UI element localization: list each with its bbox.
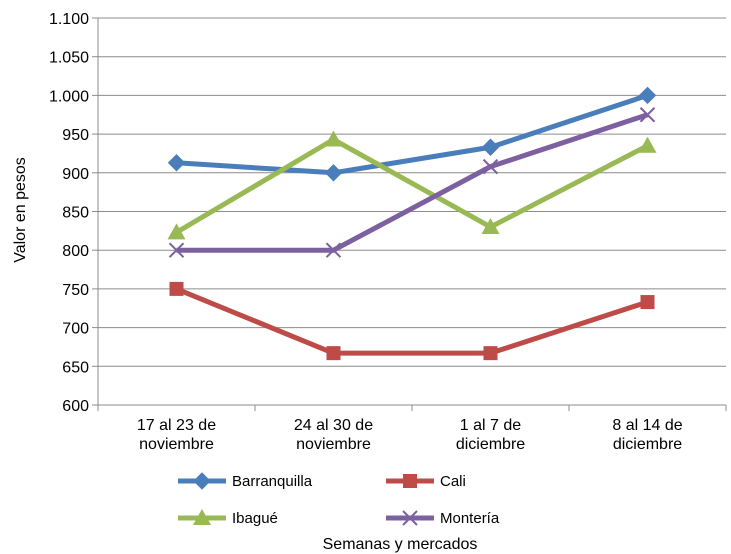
data-point — [638, 86, 657, 105]
data-point — [481, 217, 500, 234]
y-tick-label: 800 — [62, 243, 89, 260]
legend-label: Ibagué — [232, 510, 278, 527]
legend-marker — [402, 510, 418, 526]
y-tick-label: 950 — [62, 127, 89, 144]
series-line-montería — [176, 112, 649, 253]
legend-marker — [193, 509, 211, 525]
y-tick-label: 600 — [62, 398, 89, 415]
y-tick-label: 900 — [62, 166, 89, 183]
data-point — [167, 223, 186, 240]
data-point — [169, 281, 184, 296]
legend-label: Barranquilla — [232, 473, 313, 490]
legend: Barranquilla Cali Ibagué Montería — [178, 472, 500, 527]
data-point — [326, 346, 341, 361]
axes — [92, 17, 727, 411]
y-tick-label: 1.050 — [49, 50, 89, 67]
legend-marker — [193, 472, 211, 490]
series-line-cali — [175, 286, 649, 356]
legend-marker — [403, 474, 417, 488]
data-point — [324, 130, 343, 147]
x-tick-label: 17 al 23 de — [137, 417, 216, 434]
gridlines — [98, 17, 726, 406]
series-line-barranquilla — [176, 93, 649, 176]
data-point — [638, 136, 657, 153]
y-tick-label: 1.100 — [49, 11, 89, 28]
y-tick-label: 700 — [62, 321, 89, 338]
x-axis-title: Semanas y mercados — [323, 536, 478, 553]
data-point — [481, 138, 500, 156]
series-group — [167, 86, 657, 361]
data-point — [483, 346, 498, 361]
y-tick-label: 750 — [62, 282, 89, 299]
y-tick-label: 1.000 — [49, 88, 89, 105]
x-tick-label: 24 al 30 de — [294, 417, 373, 434]
y-tick-label: 650 — [62, 359, 89, 376]
y-tick-labels: 600 650 700 750 800 850 900 950 1.000 1.050 1.100 — [49, 11, 89, 415]
y-tick-label: 850 — [62, 205, 89, 222]
x-tick-label: diciembre — [613, 436, 682, 453]
legend-label: Montería — [440, 510, 500, 527]
legend-label: Cali — [440, 473, 466, 490]
data-point — [640, 295, 655, 310]
y-axis-title: Valor en pesos — [12, 157, 29, 263]
data-point — [325, 242, 342, 258]
data-point — [482, 158, 499, 175]
x-tick-label: noviembre — [296, 436, 371, 453]
data-point — [639, 107, 656, 123]
data-point — [324, 164, 343, 182]
x-tick-label: diciembre — [456, 436, 525, 453]
x-tick-label: 1 al 7 de — [460, 417, 521, 434]
data-point — [167, 154, 186, 172]
x-tick-labels: 17 al 23 de noviembre 24 al 30 de noviembre… — [137, 417, 683, 453]
data-point — [168, 242, 185, 258]
series-line-ibagué — [175, 137, 649, 235]
x-tick-label: 8 al 14 de — [612, 417, 682, 434]
x-tick-label: noviembre — [139, 436, 214, 453]
